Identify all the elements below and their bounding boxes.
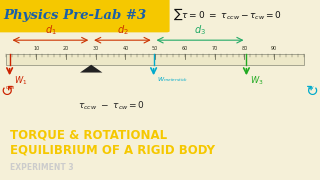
Text: 60: 60 xyxy=(182,46,188,51)
Text: 20: 20 xyxy=(63,46,69,51)
Text: 30: 30 xyxy=(92,46,99,51)
Text: $\tau_{ccw}\ -\ \tau_{cw} = 0$: $\tau_{ccw}\ -\ \tau_{cw} = 0$ xyxy=(78,100,146,112)
Text: 80: 80 xyxy=(241,46,248,51)
Text: cw: cw xyxy=(308,85,315,89)
Text: $d_3$: $d_3$ xyxy=(194,23,206,37)
Text: 10: 10 xyxy=(33,46,39,51)
Text: $W_1$: $W_1$ xyxy=(14,75,28,87)
Text: 70: 70 xyxy=(212,46,218,51)
Text: 40: 40 xyxy=(122,46,129,51)
FancyBboxPatch shape xyxy=(0,0,170,32)
Text: EXPERIMENT 3: EXPERIMENT 3 xyxy=(10,163,73,172)
Text: TORQUE & ROTATIONAL
EQUILIBRIUM OF A RIGID BODY: TORQUE & ROTATIONAL EQUILIBRIUM OF A RIG… xyxy=(10,129,215,157)
Text: Physics Pre-Lab #3: Physics Pre-Lab #3 xyxy=(3,9,147,22)
Text: ↺: ↺ xyxy=(0,84,13,99)
Text: $d_1$: $d_1$ xyxy=(44,23,56,37)
Text: 90: 90 xyxy=(271,46,277,51)
Bar xyxy=(6,54,304,65)
Text: $W_{meterstick}$: $W_{meterstick}$ xyxy=(157,75,188,84)
Text: 50: 50 xyxy=(152,46,158,51)
Text: $\sum\tau = 0\ =\ \tau_{ccw} - \tau_{cw} = 0$: $\sum\tau = 0\ =\ \tau_{ccw} - \tau_{cw}… xyxy=(173,7,282,22)
Text: ccw: ccw xyxy=(6,85,15,89)
Text: $d_2$: $d_2$ xyxy=(116,23,128,37)
Text: $W_3$: $W_3$ xyxy=(250,75,263,87)
Polygon shape xyxy=(80,65,102,73)
Text: ↻: ↻ xyxy=(306,84,318,99)
